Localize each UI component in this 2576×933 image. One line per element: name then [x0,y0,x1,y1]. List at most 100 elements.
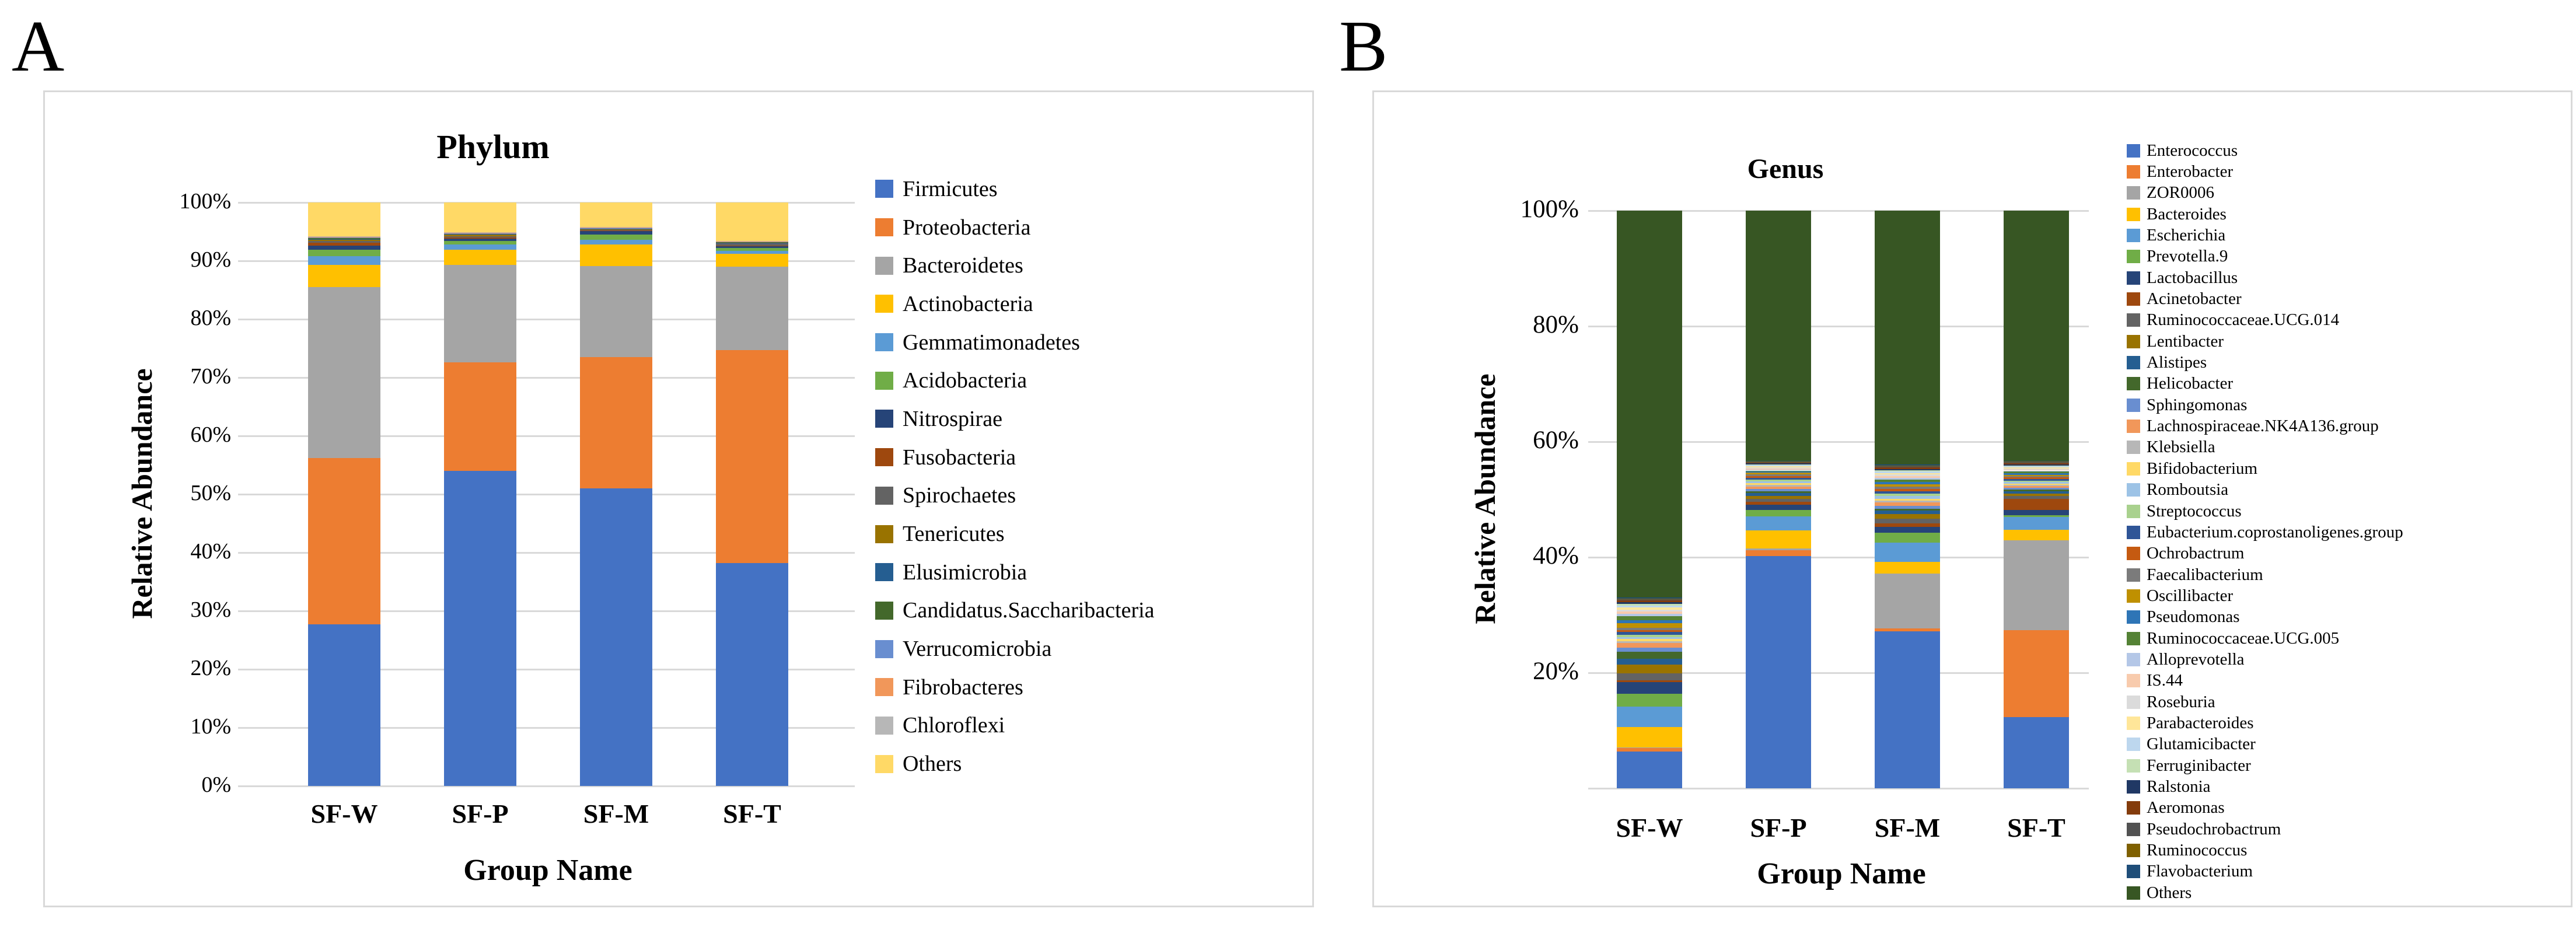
bar-segment-Others [308,202,380,236]
y-tick-label: 100% [1520,195,1579,223]
bar-segment-Verrucomicrobia [444,233,516,234]
x-tick-label: SF-M [1874,813,1941,843]
panel-b-letter: B [1339,6,1388,87]
legend-label: Ferruginibacter [2147,756,2251,775]
bar-segment-Escherichia [2004,516,2069,530]
legend-item: Ferruginibacter [2127,755,2403,776]
x-tick-label: SF-P [452,799,509,829]
bar-segment-Proteobacteria [308,458,380,624]
bar-segment-Spirochaetes [716,243,788,246]
bar-segment-Oscillibacter [1746,473,1811,475]
gridline [1588,556,2089,558]
bar-segment-Prevotella.9 [1875,533,1940,543]
bar-segment-Sphingomonas [1746,489,1811,492]
bar-segment-ZOR0006 [2004,540,2069,630]
gridline [1588,672,2089,674]
bar-segment-Acidobacteria [308,250,380,256]
bar-segment-Escherichia [1746,516,1811,531]
bar-segment-Enterobacter [2004,630,2069,718]
legend-label: Fusobacteria [903,445,1016,470]
legend-label: Pseudomonas [2147,607,2240,627]
legend-item: Elusimicrobia [875,553,1155,592]
bar-segment-Eubacterium.coprostanoligenes.group [1875,491,1940,494]
bar-segment-Pseudochrobactrum [1746,462,1811,463]
legend-item: Nitrospirae [875,400,1155,438]
bar-segment-Tenericutes [580,229,652,230]
bar-segment-Others [1746,211,1811,461]
bar-segment-Gemmatimonadetes [444,244,516,250]
panel-a-x-axis-title: Group Name [463,854,632,887]
legend-label: Gemmatimonadetes [903,330,1080,355]
panel-a-card [43,90,1314,907]
legend-label: Candidatus.Saccharibacteria [903,598,1155,623]
legend-item: Pseudomonas [2127,607,2403,628]
legend-swatch [2127,525,2140,539]
legend-label: Aeromonas [2147,798,2225,817]
legend-swatch [875,525,893,543]
legend-item: Enterobacter [2127,161,2403,182]
legend-swatch [875,486,893,505]
bar-segment-Enterobacter [1746,550,1811,556]
legend-item: ZOR0006 [2127,183,2403,204]
gridline [238,201,855,204]
bar-segment-Lentibacter [1617,665,1682,673]
legend: Firmicutes Proteobacteria Bacteroidetes Act… [875,170,1155,783]
legend-item: Faecalibacterium [2127,564,2403,585]
legend-item: Alloprevotella [2127,649,2403,670]
bar-segment-Pseudochrobactrum [2004,462,2069,463]
legend-label: ZOR0006 [2147,183,2214,202]
legend-swatch [2127,229,2140,243]
bar-segment-Proteobacteria [580,357,652,488]
bar-segment-Flavobacterium [1746,460,1811,462]
bar-segment-Alistipes [1617,659,1682,665]
bar-segment-Fusobacteria [444,237,516,239]
bar-segment-Ruminococcaceae.UCG.014 [1617,673,1682,680]
legend-swatch [875,640,893,658]
legend-label: Lachnospiraceae.NK4A136.group [2147,417,2379,436]
legend-item: Candidatus.Saccharibacteria [875,592,1155,630]
bar-segment-Flavobacterium [2004,460,2069,462]
bar-segment-IS.44 [2004,469,2069,471]
bar-segment-Ferruginibacter [1617,604,1682,606]
bar-segment-Prevotella.9 [1617,693,1682,707]
legend-swatch [875,601,893,620]
legend-label: Verrucomicrobia [903,637,1052,662]
legend-swatch [2127,886,2140,900]
bar-segment-Actinobacteria [308,265,380,287]
bar-segment-Escherichia [1617,707,1682,728]
bar-segment-Ruminococcaceae.UCG.005 [1875,479,1940,482]
bar-segment-Chloroflexi [716,241,788,242]
legend-item: Bifidobacterium [2127,458,2403,479]
bar-segment-Others [1875,211,1940,465]
bar-segment-Klebsiella [1875,500,1940,502]
bar-segment-Romboutsia [2004,482,2069,484]
legend-label: Firmicutes [903,176,998,201]
bar-segment-Parabacteroides [1617,607,1682,610]
legend-swatch [875,333,893,352]
bar-segment-Ochrobactrum [2004,477,2069,480]
legend-label: Streptococcus [2147,501,2242,520]
legend-item: Lachnospiraceae.NK4A136.group [2127,415,2403,436]
bar-segment-Lachnospiraceae.NK4A136.group [2004,486,2069,488]
bar-segment-Bifidobacterium [1875,499,1940,501]
bar-segment-Glutamicibacter [1617,606,1682,608]
legend-item: Actinobacteria [875,285,1155,323]
bar-segment-Oscillibacter [1617,623,1682,628]
y-tick-label: 60% [1533,427,1579,455]
legend-swatch [2127,165,2140,179]
legend-item: Spirochaetes [875,477,1155,515]
bar-segment-Bacteroidetes [308,287,380,458]
bar-segment-Enterobacter [1875,628,1940,631]
legend-item: Roseburia [2127,691,2403,712]
bar-segment-Prevotella.9 [1746,509,1811,516]
legend-swatch [2127,144,2140,158]
bar-segment-Alistipes [1875,510,1940,514]
bar-segment-Pseudomonas [2004,473,2069,476]
legend-label: Lactobacillus [2147,268,2238,287]
bar-segment-ZOR0006 [1746,548,1811,551]
bar-segment-Alloprevotella [1875,477,1940,480]
y-tick-label: 20% [1533,658,1579,686]
y-tick-label: 0% [201,773,231,798]
bar-segment-Chloroflexi [580,227,652,228]
bar-segment-Fusobacteria [308,243,380,246]
